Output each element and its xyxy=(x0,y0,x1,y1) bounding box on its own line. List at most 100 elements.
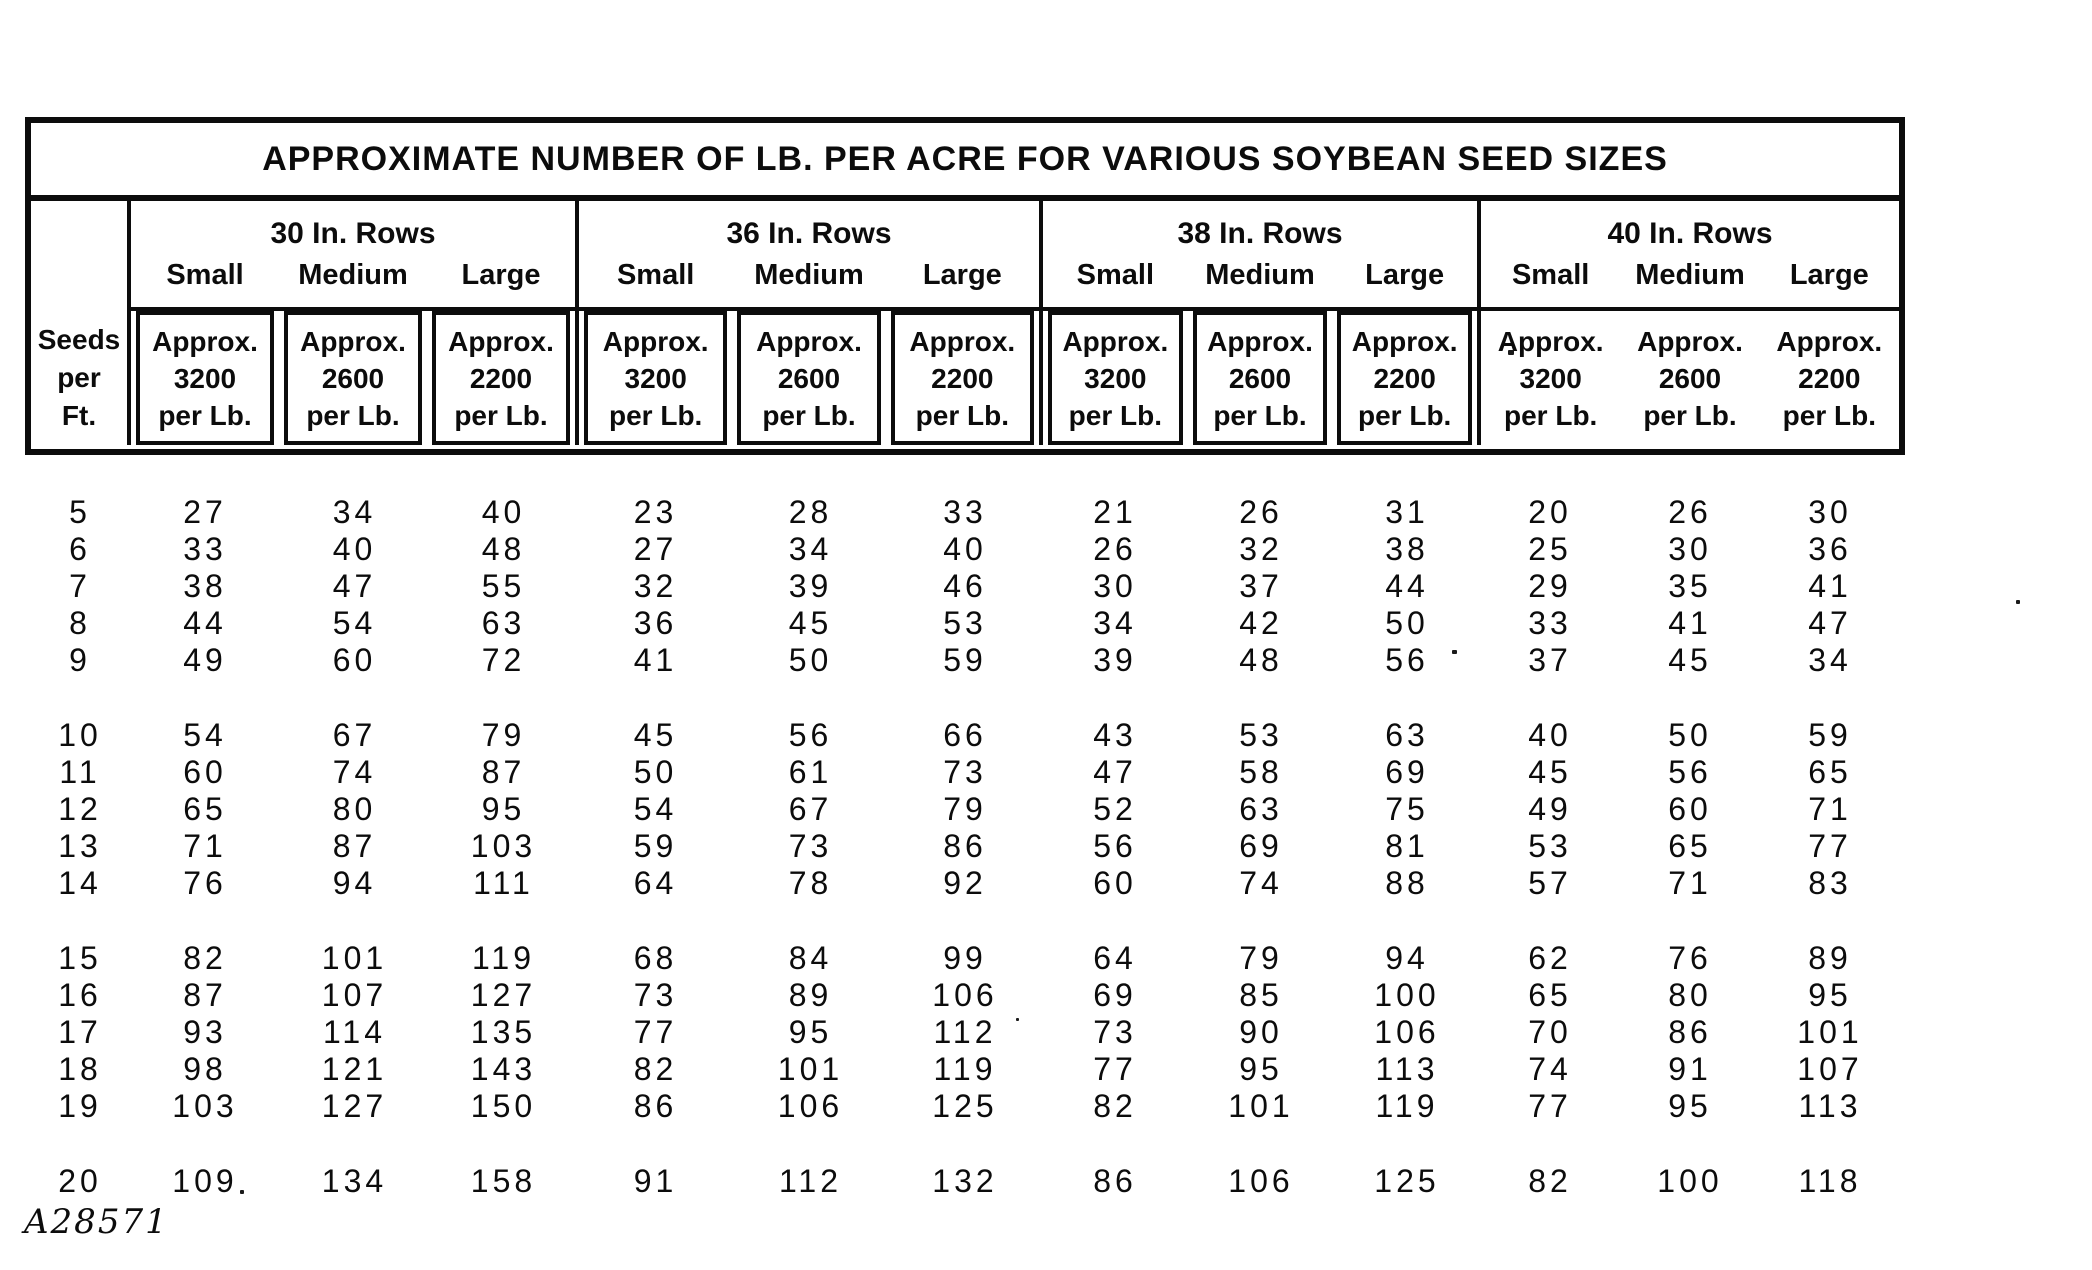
lb-per-acre-value: 86 xyxy=(1093,1163,1137,1199)
lb-per-acre-value: 54 xyxy=(183,717,227,753)
lb-per-acre-value: 33 xyxy=(183,531,227,567)
seeds-per-ft-value: 18 xyxy=(58,1051,102,1087)
lb-per-acre-value: 64 xyxy=(633,865,678,901)
size-label-medium: Medium xyxy=(298,259,408,291)
lb-per-acre-value: 45 xyxy=(788,605,833,641)
subheader-line: Approx. xyxy=(1062,325,1169,357)
lb-per-acre-value: 45 xyxy=(1528,754,1572,790)
lb-per-acre-value: 119 xyxy=(1375,1088,1439,1124)
row-header-seeds-per-ft: Seeds per Ft. xyxy=(31,201,131,445)
lb-per-acre-value: 53 xyxy=(943,605,987,641)
lb-per-acre-value: 95 xyxy=(1668,1088,1712,1124)
lb-per-acre-value: 30 xyxy=(1093,568,1137,604)
lb-per-acre-value: 91 xyxy=(1668,1051,1712,1087)
lb-per-acre-value: 43 xyxy=(1093,717,1137,753)
subheader-cell-2200-per-lb: Approx. 2200 per Lb. xyxy=(890,311,1034,445)
seeds-per-ft-value: 20 xyxy=(58,1163,102,1199)
size-label-medium: Medium xyxy=(1205,259,1315,291)
lb-per-acre-value: 60 xyxy=(1093,865,1137,901)
lb-per-acre-value: 32 xyxy=(633,568,678,604)
lb-per-acre-value: 50 xyxy=(633,754,678,790)
seeds-per-ft-value: 14 xyxy=(58,865,102,901)
lb-per-acre-value: 94 xyxy=(332,865,377,901)
row-header-line: Ft. xyxy=(61,400,97,431)
lb-per-acre-value: 53 xyxy=(1528,828,1572,864)
lb-per-acre-value: 94 xyxy=(1385,940,1429,976)
table-row: 19 103 127 150 86 106 125 82 101 119 77 95 113 xyxy=(30,1088,1900,1125)
subheader-line: 2200 xyxy=(1373,362,1436,394)
subheader-line: 3200 xyxy=(624,362,687,394)
table-row: 11 60 74 87 50 61 73 47 58 69 45 56 65 xyxy=(30,754,1900,791)
lb-per-acre-value: 34 xyxy=(788,531,833,567)
subheader-line: per Lb. xyxy=(762,399,856,431)
size-labels-row: Small Medium Large xyxy=(1481,255,1899,295)
lb-per-acre-value: 82 xyxy=(1528,1163,1572,1199)
seeds-per-ft-value: 15 xyxy=(58,940,102,976)
size-label-medium: Medium xyxy=(754,259,864,291)
table-title: APPROXIMATE NUMBER OF LB. PER ACRE FOR V… xyxy=(31,123,1899,201)
subheader-cell-3200-per-lb: Approx. 3200 per Lb. xyxy=(584,311,728,445)
subheader-line: Approx. xyxy=(1776,325,1883,357)
lb-per-acre-value: 79 xyxy=(481,717,526,753)
lb-per-acre-value: 86 xyxy=(633,1088,678,1124)
lb-per-acre-value: 77 xyxy=(1528,1088,1572,1124)
lb-per-acre-value: 101 xyxy=(321,940,388,976)
soybean-seed-rate-table: APPROXIMATE NUMBER OF LB. PER ACRE FOR V… xyxy=(25,117,1905,455)
lb-per-acre-value: 89 xyxy=(1808,940,1852,976)
group-label: 36 In. Rows xyxy=(726,217,892,250)
lb-per-acre-value: 71 xyxy=(1808,791,1852,827)
lb-per-acre-value: 89 xyxy=(788,977,833,1013)
lb-per-acre-value: 106 xyxy=(777,1088,844,1124)
subheader-cell-3200-per-lb: Approx. 3200 per Lb. xyxy=(136,311,274,445)
lb-per-acre-value: 95 xyxy=(1239,1051,1283,1087)
lb-per-acre-value: 50 xyxy=(788,642,833,678)
lb-per-acre-value: 77 xyxy=(1808,828,1852,864)
subheader-line: per Lb. xyxy=(608,399,703,431)
lb-per-acre-value: 53 xyxy=(1239,717,1283,753)
lb-per-acre-value: 112 xyxy=(778,1163,842,1199)
table-header: Seeds per Ft. 30 In. Rows Small Medium Larg… xyxy=(31,201,1899,445)
subheader-line: 2200 xyxy=(1798,362,1861,394)
subheader-line: per Lb. xyxy=(454,399,548,431)
lb-per-acre-value: 26 xyxy=(1093,531,1137,567)
lb-per-acre-value: 69 xyxy=(1239,828,1283,864)
lb-per-acre-value: 74 xyxy=(1239,865,1283,901)
lb-per-acre-value: 113 xyxy=(1798,1088,1862,1124)
lb-per-acre-value: 62 xyxy=(1528,940,1572,976)
lb-per-acre-value: 68 xyxy=(633,940,678,976)
size-label-small: Small xyxy=(616,259,695,291)
lb-per-acre-value: 84 xyxy=(788,940,833,976)
seed-count-subheader-row: Approx. 3200 per Lb. Approx. 2600 per Lb. Appr… xyxy=(579,311,1039,445)
lb-per-acre-value: 127 xyxy=(321,1088,388,1124)
seeds-per-ft-value: 8 xyxy=(69,605,91,641)
lb-per-acre-value: 46 xyxy=(943,568,987,604)
seeds-per-ft-value: 6 xyxy=(69,531,91,567)
group-header: 36 In. Rows Small Medium Large xyxy=(579,201,1039,311)
lb-per-acre-value: 101 xyxy=(1797,1014,1863,1050)
subheader-line: 2600 xyxy=(321,362,385,394)
lb-per-acre-value: 44 xyxy=(183,605,227,641)
group-label: 40 In. Rows xyxy=(1607,217,1773,250)
size-label-large: Large xyxy=(922,259,1002,291)
lb-per-acre-value: 134 xyxy=(321,1163,388,1199)
lb-per-acre-value: 27 xyxy=(183,494,227,530)
lb-per-acre-value: 80 xyxy=(1668,977,1712,1013)
row-block: 5 27 34 40 23 28 33 21 26 31 20 26 30 6 33 40 48 27 34 40 26… xyxy=(30,494,1900,679)
lb-per-acre-value: 60 xyxy=(183,754,227,790)
lb-per-acre-value: 42 xyxy=(1239,605,1283,641)
lb-per-acre-value: 34 xyxy=(1808,642,1852,678)
lb-per-acre-value: 99 xyxy=(943,940,987,976)
lb-per-acre-value: 30 xyxy=(1808,494,1852,530)
figure-number: A28571 xyxy=(24,1202,169,1242)
row-header-line: per xyxy=(57,362,101,393)
subheader-line: per Lb. xyxy=(1213,399,1307,431)
lb-per-acre-value: 38 xyxy=(1385,531,1429,567)
subheader-line: per Lb. xyxy=(1643,399,1737,431)
lb-per-acre-value: 54 xyxy=(332,605,377,641)
group-label: 30 In. Rows xyxy=(270,217,436,250)
seeds-per-ft-value: 9 xyxy=(69,642,91,678)
lb-per-acre-value: 65 xyxy=(1808,754,1852,790)
lb-per-acre-value: 25 xyxy=(1528,531,1572,567)
table-row: 16 87 107 127 73 89 106 69 85 100 65 80 95 xyxy=(30,977,1900,1014)
lb-per-acre-value: 56 xyxy=(1668,754,1712,790)
